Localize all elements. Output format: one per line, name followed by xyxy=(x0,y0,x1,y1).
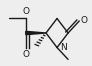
Text: O: O xyxy=(22,50,29,59)
Polygon shape xyxy=(26,31,46,35)
Text: N: N xyxy=(60,43,67,52)
Text: O: O xyxy=(81,16,88,25)
Text: O: O xyxy=(22,7,29,16)
